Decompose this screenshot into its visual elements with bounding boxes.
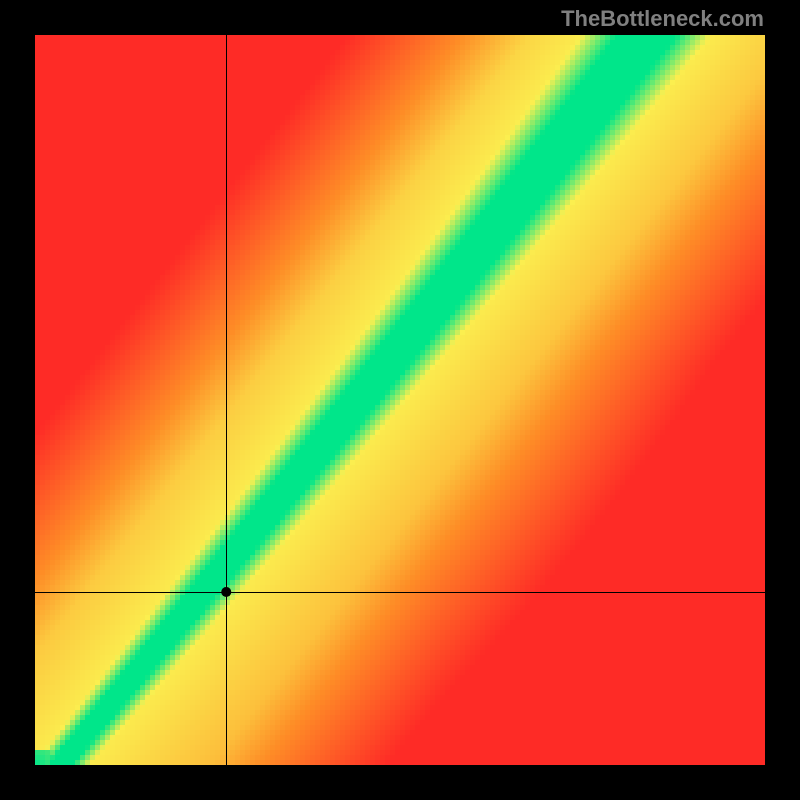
watermark-text: TheBottleneck.com — [561, 6, 764, 32]
bottleneck-heatmap-canvas — [0, 0, 800, 800]
chart-container: TheBottleneck.com — [0, 0, 800, 800]
